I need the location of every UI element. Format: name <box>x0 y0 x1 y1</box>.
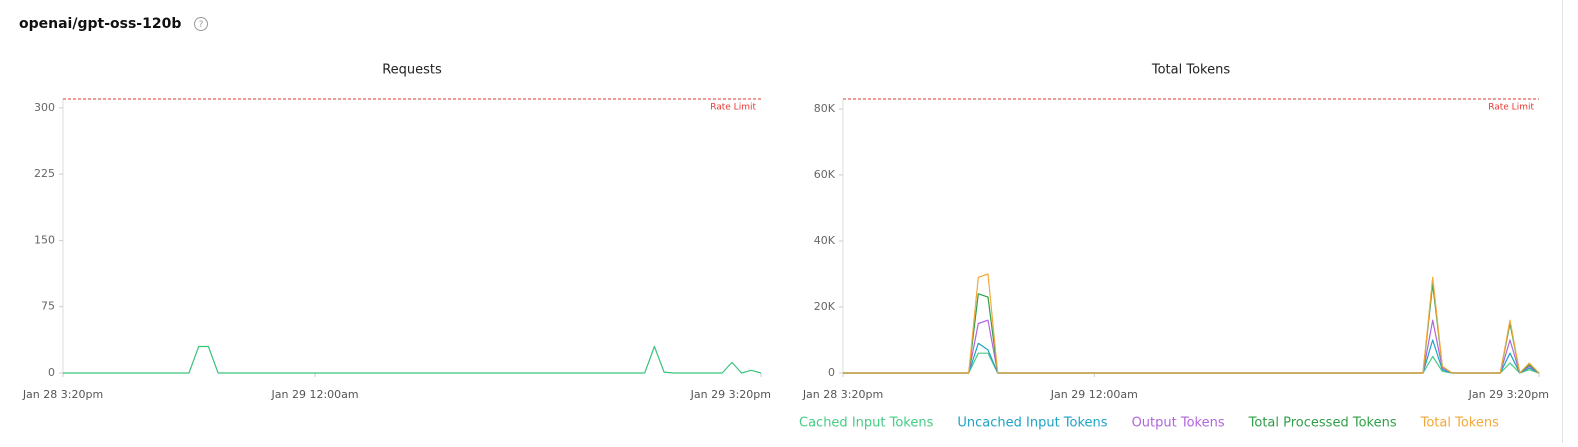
help-glyph: ? <box>199 20 204 30</box>
chart-title: Requests <box>382 63 442 78</box>
legend-item[interactable]: Cached Input Tokens <box>799 416 934 431</box>
y-tick-label: 80K <box>814 102 836 115</box>
legend-item[interactable]: Total Tokens <box>1420 416 1499 431</box>
chart-title: Total Tokens <box>1151 63 1230 78</box>
legend-item[interactable]: Output Tokens <box>1132 416 1225 431</box>
y-tick-label: 150 <box>34 233 55 246</box>
x-tick-label: Jan 28 3:20pm <box>802 388 883 401</box>
help-circle <box>194 17 208 31</box>
rate-limit-label: Rate Limit <box>710 103 756 113</box>
y-tick-label: 75 <box>41 300 55 313</box>
y-tick-label: 20K <box>814 300 836 313</box>
y-tick-label: 60K <box>814 168 836 181</box>
y-tick-label: 0 <box>48 366 55 379</box>
y-tick-label: 40K <box>814 234 836 247</box>
y-tick-label: 0 <box>828 366 835 379</box>
x-tick-label: Jan 29 12:00am <box>1050 388 1138 401</box>
page-title: openai/gpt-oss-120b <box>19 16 181 32</box>
rate-limit-label: Rate Limit <box>1488 103 1534 113</box>
y-tick-label: 225 <box>34 167 55 180</box>
series-line <box>843 273 1540 374</box>
legend-item[interactable]: Uncached Input Tokens <box>957 416 1107 431</box>
line <box>63 345 762 374</box>
x-tick-label: Jan 29 12:00am <box>271 388 359 401</box>
x-tick-label: Jan 29 3:20pm <box>1468 388 1549 401</box>
x-tick-label: Jan 28 3:20pm <box>22 388 103 401</box>
legend-item[interactable]: Total Processed Tokens <box>1248 416 1397 431</box>
y-tick-label: 300 <box>34 101 55 114</box>
x-tick-label: Jan 29 3:20pm <box>690 388 771 401</box>
help-icon[interactable]: ? <box>194 17 208 31</box>
